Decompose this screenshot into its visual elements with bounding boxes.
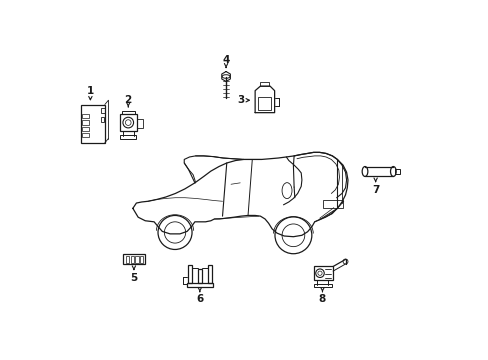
Text: 6: 6 [196, 294, 203, 305]
Bar [101, 108, 104, 113]
Text: 3: 3 [237, 95, 244, 105]
Bar [121, 111, 135, 114]
Bar [123, 255, 144, 264]
Text: 4: 4 [222, 55, 229, 65]
Bar [197, 269, 202, 283]
Bar [130, 256, 134, 262]
Bar [82, 133, 88, 138]
Text: 5: 5 [130, 273, 137, 283]
Bar [101, 117, 104, 122]
Bar [207, 265, 211, 283]
Text: 2: 2 [124, 95, 132, 105]
Text: 7: 7 [371, 185, 379, 195]
Bar [314, 284, 331, 287]
Text: 8: 8 [318, 294, 325, 305]
Text: 1: 1 [86, 86, 94, 96]
Bar [82, 121, 88, 125]
Bar [120, 114, 137, 131]
Bar [82, 127, 88, 131]
Bar [313, 266, 332, 280]
Bar [258, 98, 271, 110]
Bar [135, 256, 138, 262]
Bar [187, 265, 192, 283]
Bar [120, 135, 136, 139]
Bar [187, 283, 212, 287]
Bar [126, 256, 129, 262]
Bar [323, 200, 342, 208]
Bar [81, 104, 104, 143]
Bar [394, 168, 399, 174]
Bar [82, 114, 88, 118]
Bar [140, 256, 143, 262]
Bar [137, 119, 143, 127]
Bar [260, 82, 269, 86]
